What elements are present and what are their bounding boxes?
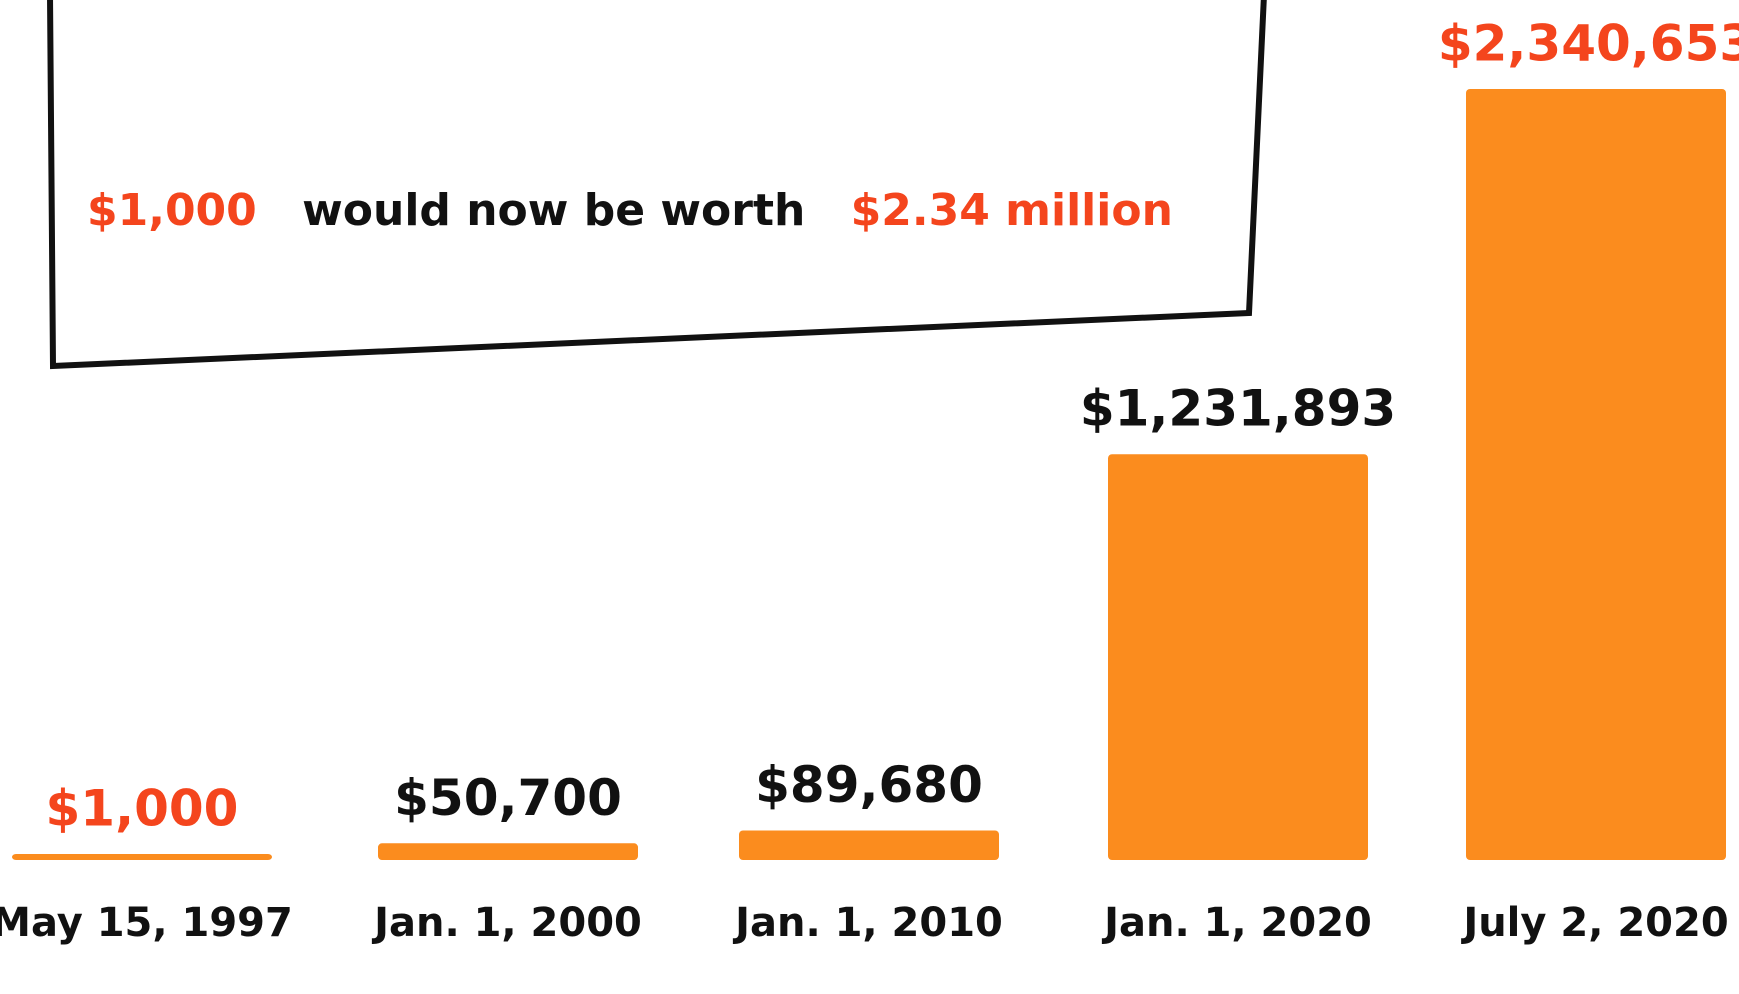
annotation-part: would now be worth bbox=[302, 185, 805, 236]
value-label: $1,231,893 bbox=[1080, 380, 1396, 438]
bar bbox=[1466, 89, 1726, 860]
annotation-part: $1,000 bbox=[87, 185, 257, 236]
value-label: $2,340,653 bbox=[1438, 15, 1739, 73]
x-tick-label: May 15, 1997 bbox=[0, 900, 293, 946]
bar bbox=[378, 843, 638, 860]
bar bbox=[12, 854, 272, 860]
x-tick-label: Jan. 1, 2020 bbox=[1101, 900, 1372, 946]
x-tick-label: Jan. 1, 2000 bbox=[371, 900, 642, 946]
value-label: $50,700 bbox=[394, 769, 622, 827]
annotation-box bbox=[47, 0, 1267, 370]
bar bbox=[1108, 454, 1368, 860]
value-label: $89,680 bbox=[755, 756, 983, 814]
value-label: $1,000 bbox=[46, 780, 239, 838]
annotation: $1,000 would now be worth $2.34 million bbox=[87, 185, 1173, 236]
x-tick-label: Jan. 1, 2010 bbox=[732, 900, 1003, 946]
x-tick-label: July 2, 2020 bbox=[1460, 900, 1728, 946]
bar bbox=[739, 830, 999, 860]
annotation-part: $2.34 million bbox=[851, 185, 1173, 236]
